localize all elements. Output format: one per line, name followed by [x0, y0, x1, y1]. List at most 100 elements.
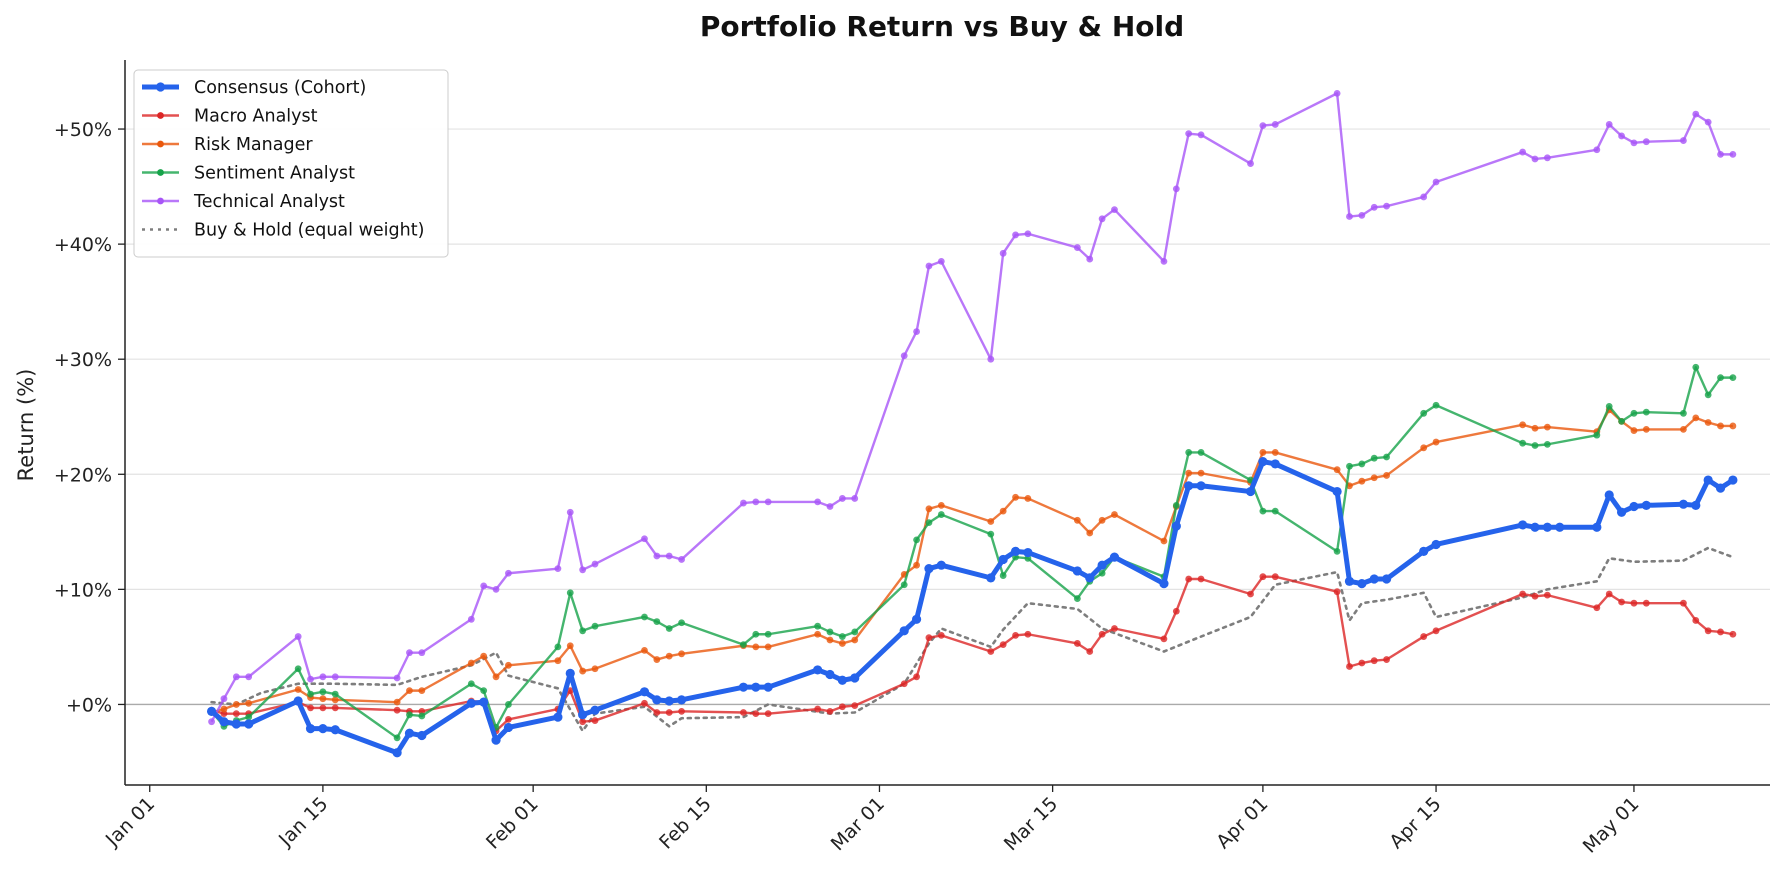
data-point: [554, 657, 562, 665]
data-point: [937, 632, 945, 639]
legend-item: Sentiment Analyst: [142, 164, 355, 184]
data-point: [1680, 426, 1687, 433]
series-lines: [206, 89, 1738, 758]
data-point: [245, 713, 253, 721]
data-point: [393, 674, 401, 682]
data-point: [1593, 604, 1601, 612]
data-point: [1678, 499, 1689, 509]
data-point: [1618, 417, 1625, 425]
series-sentiment-analyst: [208, 363, 1737, 742]
data-point: [220, 695, 228, 703]
data-point: [1729, 374, 1737, 382]
data-point: [1023, 547, 1033, 558]
data-point: [1270, 459, 1280, 469]
data-point: [591, 622, 599, 630]
data-point: [1543, 154, 1551, 162]
data-point: [1098, 215, 1106, 223]
data-point: [467, 680, 475, 688]
data-point: [814, 622, 822, 630]
data-point: [505, 569, 512, 577]
data-point: [1010, 546, 1021, 556]
data-point: [1605, 590, 1613, 598]
data-point: [1171, 521, 1181, 531]
y-tick-label: +10%: [54, 579, 112, 601]
data-point: [1271, 573, 1279, 581]
data-point: [1259, 507, 1267, 515]
data-point: [678, 619, 685, 627]
data-point: [1098, 630, 1106, 638]
data-point: [1358, 460, 1366, 468]
data-point: [393, 698, 401, 706]
data-point: [1160, 537, 1168, 545]
data-point: [392, 748, 402, 758]
data-point: [653, 618, 661, 625]
data-point: [1717, 422, 1724, 430]
series-consensus-cohort: [206, 457, 1738, 758]
data-point: [1109, 552, 1120, 562]
data-point: [1357, 579, 1367, 589]
data-point: [1642, 138, 1650, 146]
data-point: [1432, 627, 1440, 635]
data-point: [1604, 490, 1614, 500]
data-point: [1519, 421, 1527, 429]
data-point: [1691, 500, 1701, 510]
data-point: [579, 718, 587, 726]
data-point: [565, 668, 575, 678]
data-point: [1593, 431, 1601, 439]
data-point: [206, 706, 217, 716]
data-point: [826, 628, 834, 636]
legend-label: Consensus (Cohort): [194, 78, 366, 98]
y-tick-label: +20%: [54, 464, 112, 486]
data-point: [492, 585, 500, 593]
data-point: [837, 675, 847, 685]
data-point: [665, 552, 673, 560]
data-point: [1593, 146, 1601, 154]
data-point: [307, 704, 314, 712]
data-point: [1420, 444, 1428, 452]
series-macro-analyst: [208, 573, 1737, 735]
data-point: [1383, 656, 1390, 663]
data-point: [319, 673, 327, 681]
legend-label: Risk Manager: [194, 135, 313, 155]
data-point: [826, 636, 834, 644]
data-point: [1728, 475, 1738, 485]
data-point: [900, 680, 908, 688]
data-point: [1432, 178, 1440, 186]
data-point: [899, 626, 909, 636]
data-point: [1531, 442, 1539, 449]
data-point: [1333, 466, 1341, 474]
data-point: [764, 498, 772, 506]
data-point: [764, 643, 772, 651]
data-point: [999, 641, 1007, 648]
data-point: [1271, 507, 1279, 515]
data-point: [1073, 640, 1081, 647]
data-point: [1729, 422, 1737, 430]
data-point: [1346, 663, 1353, 670]
series-technical-analyst: [208, 89, 1737, 726]
data-point: [1531, 592, 1539, 600]
data-point: [1197, 575, 1205, 583]
data-point: [319, 704, 327, 712]
data-point: [1346, 213, 1353, 220]
data-point: [319, 695, 327, 703]
data-point: [1605, 402, 1613, 410]
data-point: [418, 649, 426, 657]
data-point: [936, 560, 946, 570]
legend-item: Technical Analyst: [142, 192, 345, 212]
data-point: [305, 724, 316, 734]
data-point: [480, 687, 488, 695]
data-point: [1729, 630, 1737, 638]
data-point: [1245, 486, 1256, 497]
series-line-risk-manager: [211, 408, 1733, 714]
data-point: [653, 656, 661, 663]
data-point: [591, 560, 599, 568]
data-point: [987, 518, 995, 525]
data-point: [740, 641, 747, 648]
x-tick-label: Jan 15: [274, 793, 332, 851]
data-point: [678, 707, 685, 715]
chart-title: Portfolio Return vs Buy & Hold: [700, 10, 1184, 43]
data-point: [505, 701, 512, 708]
data-point: [1629, 501, 1639, 512]
data-point: [1630, 427, 1638, 434]
legend-swatch-marker: [155, 82, 166, 92]
